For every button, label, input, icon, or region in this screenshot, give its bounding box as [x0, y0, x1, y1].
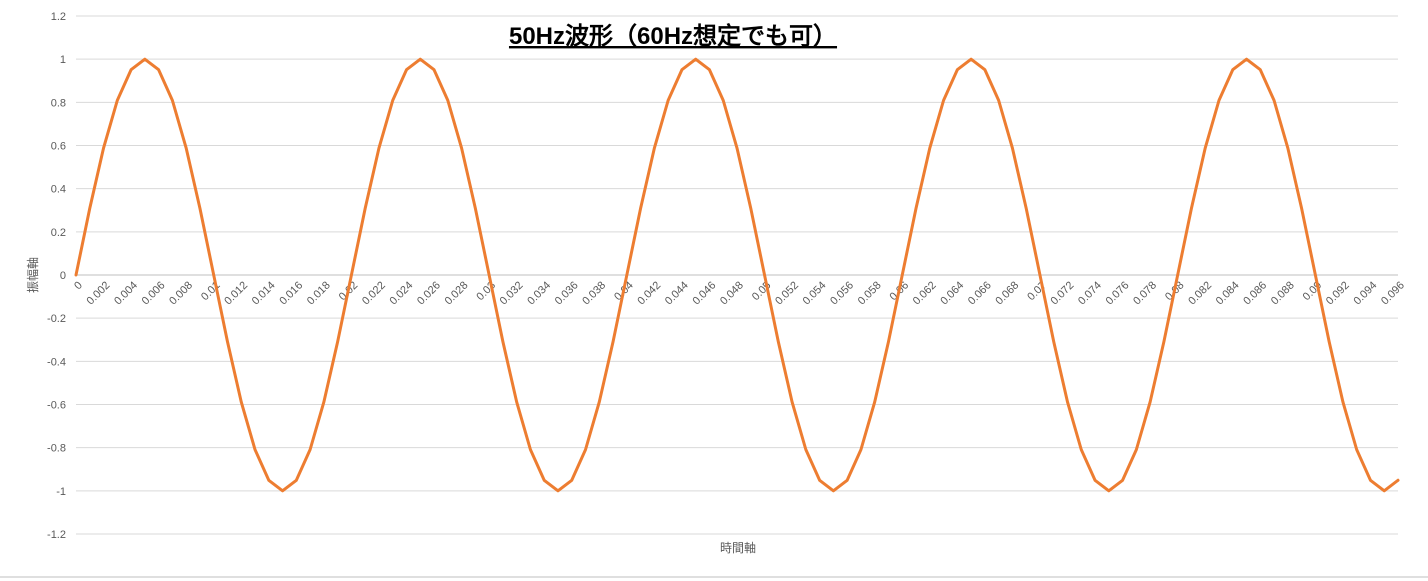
y-tick-label: 0.4 [51, 184, 66, 196]
y-tick-label: -0.4 [47, 356, 66, 368]
chart-title: 50Hz波形（60Hz想定でも可） [509, 22, 837, 50]
y-tick-label: -0.2 [47, 313, 66, 325]
x-axis-title: 時間軸 [720, 541, 756, 555]
series-line [74, 57, 1400, 493]
y-tick-label: 0.8 [51, 97, 66, 109]
y-tick-label: -0.6 [47, 400, 66, 412]
y-tick-label: -0.8 [47, 443, 66, 455]
y-tick-label: 0.6 [51, 141, 66, 153]
y-tick-label: 1 [60, 54, 66, 66]
y-tick-label: -1 [56, 486, 66, 498]
y-tick-label: -1.2 [47, 529, 66, 541]
y-axis-title: 振幅軸 [25, 257, 40, 293]
y-tick-label: 0 [60, 270, 66, 282]
y-tick-label: 1.2 [51, 11, 66, 23]
y-tick-label: 0.2 [51, 227, 66, 239]
